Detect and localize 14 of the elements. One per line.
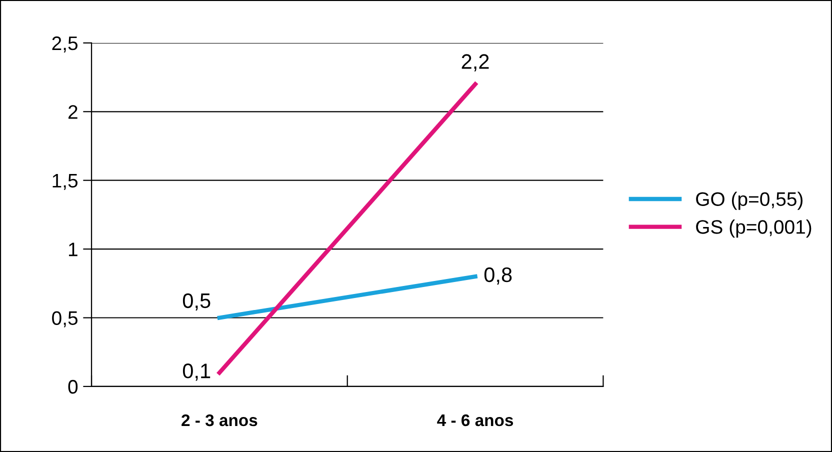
y-tick-label: 2 [68,105,78,119]
y-tick-label: 1,5 [52,174,78,190]
data-label: 2,2 [462,54,489,72]
legend-label: GO (p=0,55) [696,192,803,210]
data-label: 0,5 [182,293,210,311]
data-label: 0,8 [484,267,512,285]
y-tick-label: 1 [68,242,78,256]
y-tick-label: 2,5 [52,36,78,52]
y-tick-label: 0 [68,380,78,394]
x-tick-label: 2 - 3 anos [182,414,258,426]
data-label: 0,1 [182,364,210,381]
legend-label: GS (p=0,001) [696,220,812,238]
y-tick-label: 0,5 [52,311,78,328]
x-tick-label: 4 - 6 anos [437,414,514,426]
